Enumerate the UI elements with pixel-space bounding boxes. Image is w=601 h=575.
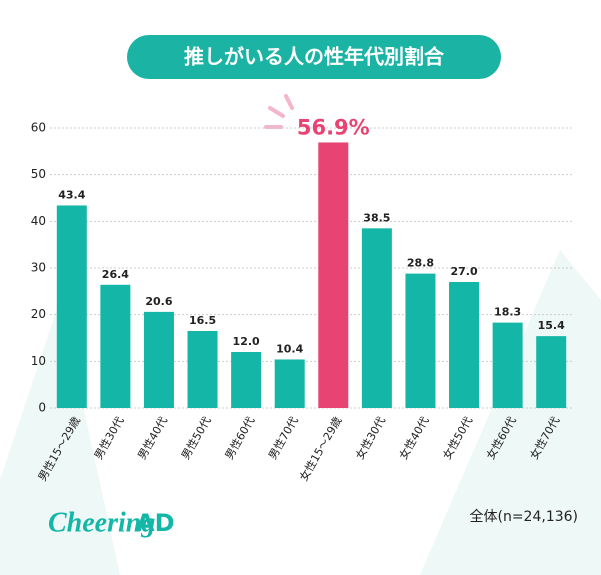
x-tick-label: 男性50代 [178,414,214,462]
x-tick-label: 女性15～29歳 [296,414,344,483]
value-label: 38.5 [363,211,390,224]
value-label: 20.6 [145,295,172,308]
value-label: 16.5 [189,314,216,327]
value-label: 26.4 [102,268,129,281]
logo-text: AD [136,509,175,537]
value-label: 56.9% [297,115,370,139]
value-label: 12.0 [233,335,260,348]
bar [318,142,349,408]
bar [100,284,131,408]
value-label: 27.0 [450,265,477,278]
x-tick-label: 男性30代 [91,414,127,462]
value-label: 18.3 [494,306,521,319]
bar [274,359,305,408]
x-tick-label: 女性30代 [352,414,388,462]
bar [405,273,436,408]
y-tick-label: 10 [31,354,46,368]
bar [187,331,218,408]
y-tick-label: 20 [31,307,46,321]
value-label: 28.8 [407,257,434,270]
bar [361,228,392,408]
y-tick-label: 30 [31,261,46,275]
y-tick-label: 0 [38,401,46,415]
value-label: 43.4 [58,188,85,201]
burst [264,94,294,129]
x-tick-label: 男性70代 [265,414,301,462]
note: 全体(n=24,136) [469,508,578,525]
y-tick-label: 50 [31,167,46,181]
bar [536,336,567,408]
x-tick-label: 男性60代 [222,414,258,462]
background-shape [420,250,601,575]
bar [56,205,87,408]
bar [143,311,174,408]
chart-title: 推しがいる人の性年代別割合 [184,45,445,69]
bar [231,352,262,408]
y-tick-label: 40 [31,214,46,228]
value-label: 15.4 [538,319,565,332]
title-pill [127,35,501,79]
bar [492,322,523,408]
logo-text: Cheering [48,507,155,538]
x-tick-label: 女性50代 [440,414,476,462]
x-tick-label: 男性40代 [135,414,171,462]
y-tick-label: 60 [31,121,46,135]
value-label: 10.4 [276,342,303,355]
bar [449,282,480,408]
background-shape [0,300,120,575]
x-tick-label: 女性40代 [396,414,432,462]
